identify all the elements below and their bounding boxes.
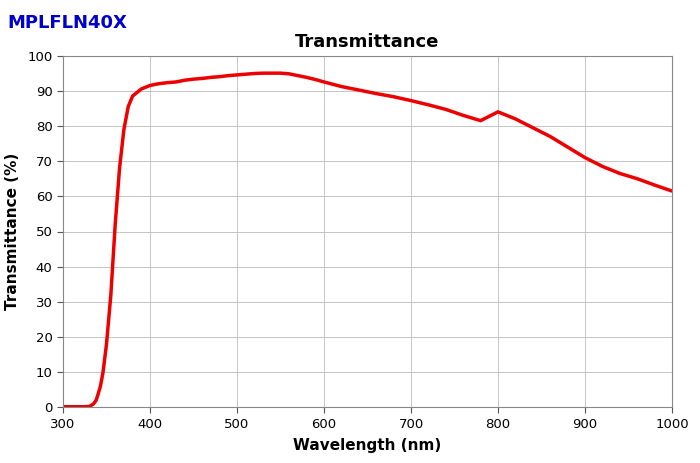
Text: MPLFLN40X: MPLFLN40X <box>7 14 127 32</box>
Title: Transmittance: Transmittance <box>295 33 440 51</box>
X-axis label: Wavelength (nm): Wavelength (nm) <box>293 438 442 453</box>
Y-axis label: Transmittance (%): Transmittance (%) <box>6 153 20 310</box>
